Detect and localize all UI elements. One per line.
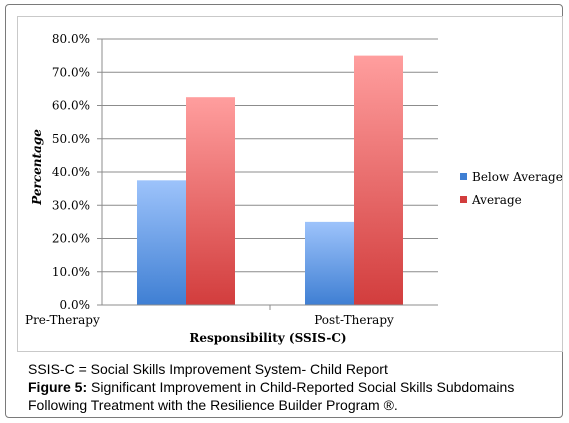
tick-labels: 0.0% 10.0% 20.0% 30.0% 40.0% 50.0% 60.0% 70.0% 8… xyxy=(25,32,394,327)
figure-label: Figure 5: xyxy=(28,379,88,395)
abbreviation-note: SSIS-C = Social Skills Improvement Syste… xyxy=(28,361,388,377)
x-axis-title: Responsibility (SSIS-C) xyxy=(189,331,346,345)
figure-title: Figure 5: Significant Improvement in Chi… xyxy=(28,378,568,414)
x-tick-label: Post-Therapy xyxy=(314,313,394,327)
y-tick-label: 70.0% xyxy=(52,65,90,79)
legend: Below Average Average xyxy=(460,170,563,207)
bars xyxy=(137,55,403,305)
y-axis-title: Percentage xyxy=(30,129,44,206)
y-tick-label: 60.0% xyxy=(52,99,90,113)
bar-below-average xyxy=(137,180,186,305)
bar-below-average xyxy=(305,221,354,305)
y-tick-label: 80.0% xyxy=(52,32,90,46)
y-tick-label: 50.0% xyxy=(52,132,90,146)
y-tick-label: 0.0% xyxy=(60,298,91,312)
legend-label: Below Average xyxy=(472,170,562,184)
y-tick-label: 40.0% xyxy=(52,165,90,179)
x-tick-label: Pre-Therapy xyxy=(25,313,100,327)
bar-chart: 0.0% 10.0% 20.0% 30.0% 40.0% 50.0% 60.0% 70.0% 8… xyxy=(25,32,563,345)
bar-average xyxy=(186,97,235,305)
legend-swatch xyxy=(460,173,467,180)
figure-caption: SSIS-C = Social Skills Improvement Syste… xyxy=(28,360,568,414)
figure-frame: 0.0% 10.0% 20.0% 30.0% 40.0% 50.0% 60.0% 70.0% 8… xyxy=(5,4,563,418)
legend-swatch xyxy=(460,196,467,203)
y-tick-label: 10.0% xyxy=(52,265,90,279)
figure-text: Significant Improvement in Child-Reporte… xyxy=(28,379,515,413)
y-tick-label: 30.0% xyxy=(52,198,90,212)
chart-container: 0.0% 10.0% 20.0% 30.0% 40.0% 50.0% 60.0% 70.0% 8… xyxy=(17,16,563,352)
y-tick-label: 20.0% xyxy=(52,232,90,246)
bar-average xyxy=(354,55,403,305)
legend-label: Average xyxy=(471,193,522,207)
